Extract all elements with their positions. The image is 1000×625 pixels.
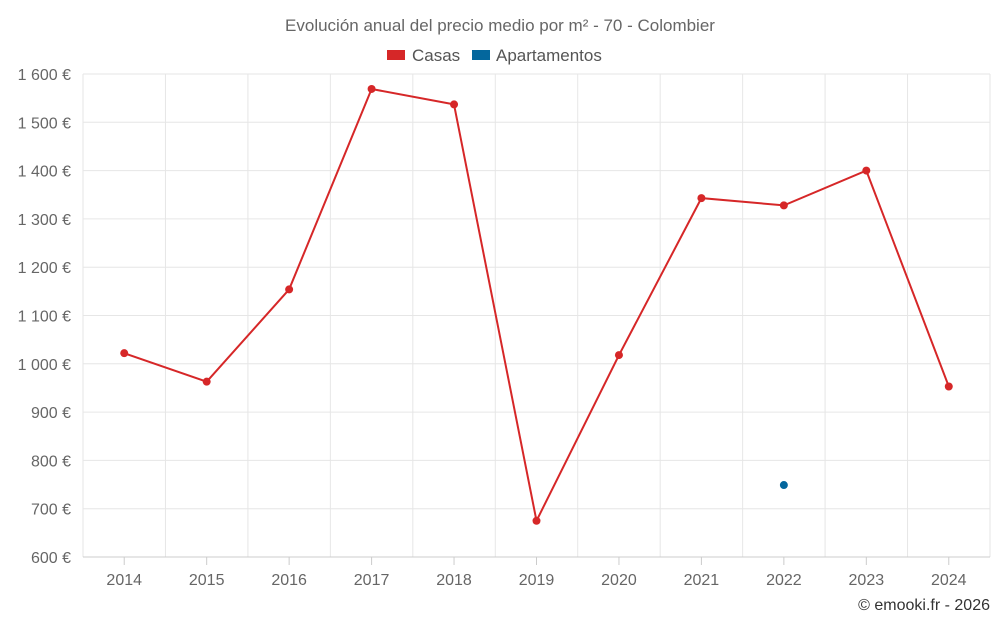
x-tick-label: 2015 bbox=[189, 572, 225, 589]
x-tick-label: 2020 bbox=[601, 572, 637, 589]
credit-text: © emooki.fr - 2026 bbox=[858, 597, 990, 614]
y-tick-label: 800 € bbox=[31, 453, 71, 470]
x-tick-label: 2017 bbox=[354, 572, 390, 589]
data-point-apartamentos[interactable] bbox=[779, 481, 788, 490]
y-tick-label: 700 € bbox=[31, 502, 71, 519]
data-point-casas[interactable] bbox=[944, 382, 953, 391]
x-axis: 2014 2015 2016 2017 2018 2019 2020 2021 2022 2023… bbox=[83, 556, 990, 589]
x-tick-label: 2023 bbox=[849, 572, 885, 589]
data-point-casas[interactable] bbox=[120, 349, 129, 358]
data-point-casas[interactable] bbox=[532, 516, 541, 525]
data-point-casas[interactable] bbox=[614, 351, 623, 360]
data-point-casas[interactable] bbox=[450, 100, 459, 109]
legend-label-apartamentos: Apartamentos bbox=[496, 46, 602, 65]
y-tick-label: 1 200 € bbox=[18, 260, 71, 277]
series-points bbox=[120, 84, 953, 525]
x-tick-label: 2021 bbox=[684, 572, 720, 589]
y-axis: 600 € 700 € 800 € 900 € 1 000 € 1 100 € 1 200 … bbox=[18, 67, 71, 567]
x-tick-label: 2019 bbox=[519, 572, 555, 589]
legend-item-casas[interactable]: Casas bbox=[387, 46, 460, 65]
chart-title: Evolución anual del precio medio por m² … bbox=[285, 16, 715, 35]
y-tick-label: 1 500 € bbox=[18, 115, 71, 132]
data-point-casas[interactable] bbox=[202, 377, 211, 386]
y-tick-label: 1 300 € bbox=[18, 212, 71, 229]
y-tick-label: 1 600 € bbox=[18, 67, 71, 84]
data-point-casas[interactable] bbox=[862, 166, 871, 175]
legend-item-apartamentos[interactable]: Apartamentos bbox=[472, 46, 602, 65]
grid bbox=[82, 73, 991, 558]
legend-label-casas: Casas bbox=[412, 46, 460, 65]
data-point-casas[interactable] bbox=[367, 84, 376, 93]
x-tick-label: 2014 bbox=[106, 572, 142, 589]
legend-swatch-casas bbox=[387, 50, 405, 60]
y-tick-label: 1 400 € bbox=[18, 164, 71, 181]
x-tick-label: 2024 bbox=[931, 572, 967, 589]
y-tick-label: 1 000 € bbox=[18, 357, 71, 374]
y-tick-label: 900 € bbox=[31, 405, 71, 422]
legend[interactable]: Casas Apartamentos bbox=[387, 46, 602, 65]
y-tick-label: 1 100 € bbox=[18, 309, 71, 326]
x-tick-label: 2022 bbox=[766, 572, 802, 589]
legend-swatch-apartamentos bbox=[472, 50, 490, 60]
data-point-casas[interactable] bbox=[697, 194, 706, 203]
data-point-casas[interactable] bbox=[779, 201, 788, 210]
y-tick-label: 600 € bbox=[31, 550, 71, 567]
data-point-casas[interactable] bbox=[285, 285, 294, 294]
x-tick-label: 2016 bbox=[271, 572, 307, 589]
x-tick-label: 2018 bbox=[436, 572, 472, 589]
